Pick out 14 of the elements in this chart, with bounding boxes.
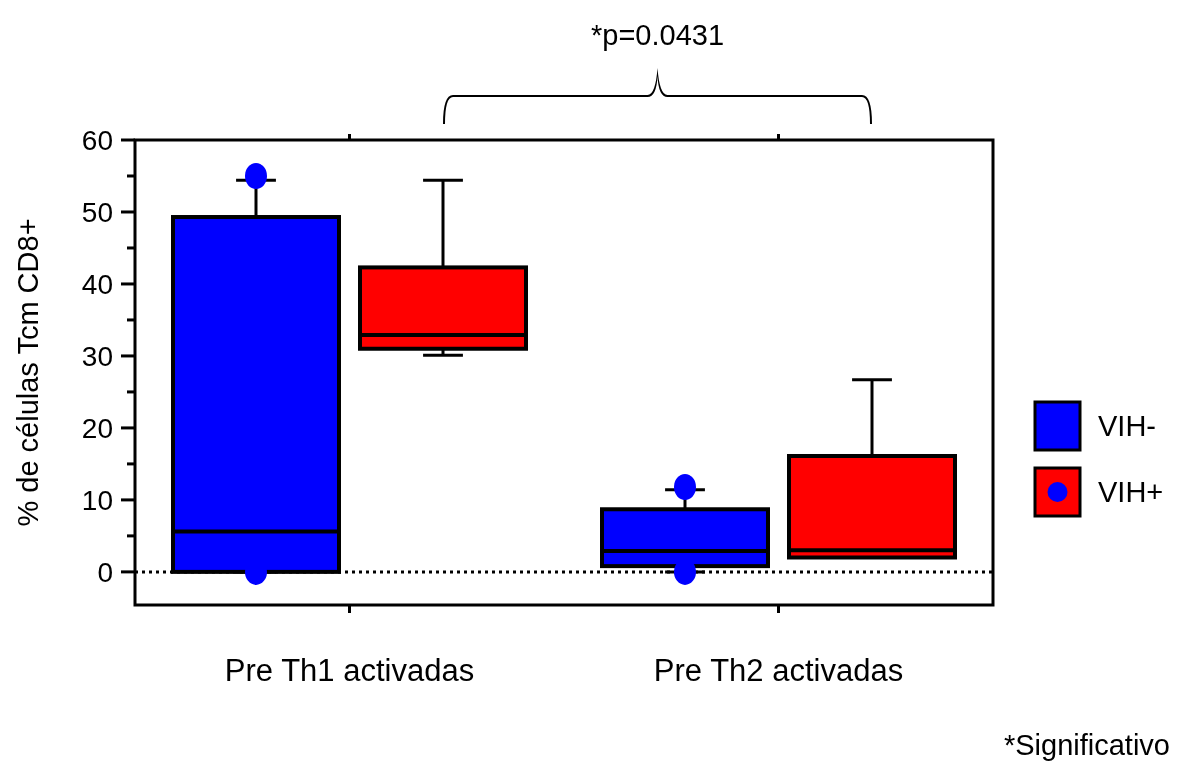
y-tick-label: 10 xyxy=(81,484,113,516)
legend-label: VIH+ xyxy=(1098,476,1164,509)
x-tick-label: Pre Th2 activadas xyxy=(653,652,904,688)
text: *Significativo xyxy=(1003,729,1170,762)
y-axis-title: % de células Tcm CD8+ xyxy=(12,218,44,527)
y-tick-label: 40 xyxy=(81,268,113,300)
y-tick-label: 0 xyxy=(97,556,113,588)
y-tick-label: 50 xyxy=(81,196,113,228)
y-tick-label: 20 xyxy=(81,412,113,444)
y-tick-label: 30 xyxy=(81,340,113,372)
text: *p=0.0431 xyxy=(590,19,725,52)
legend-label: VIH- xyxy=(1098,410,1156,443)
y-tick-label: 60 xyxy=(81,124,113,156)
x-tick-label: Pre Th1 activadas xyxy=(224,652,475,688)
